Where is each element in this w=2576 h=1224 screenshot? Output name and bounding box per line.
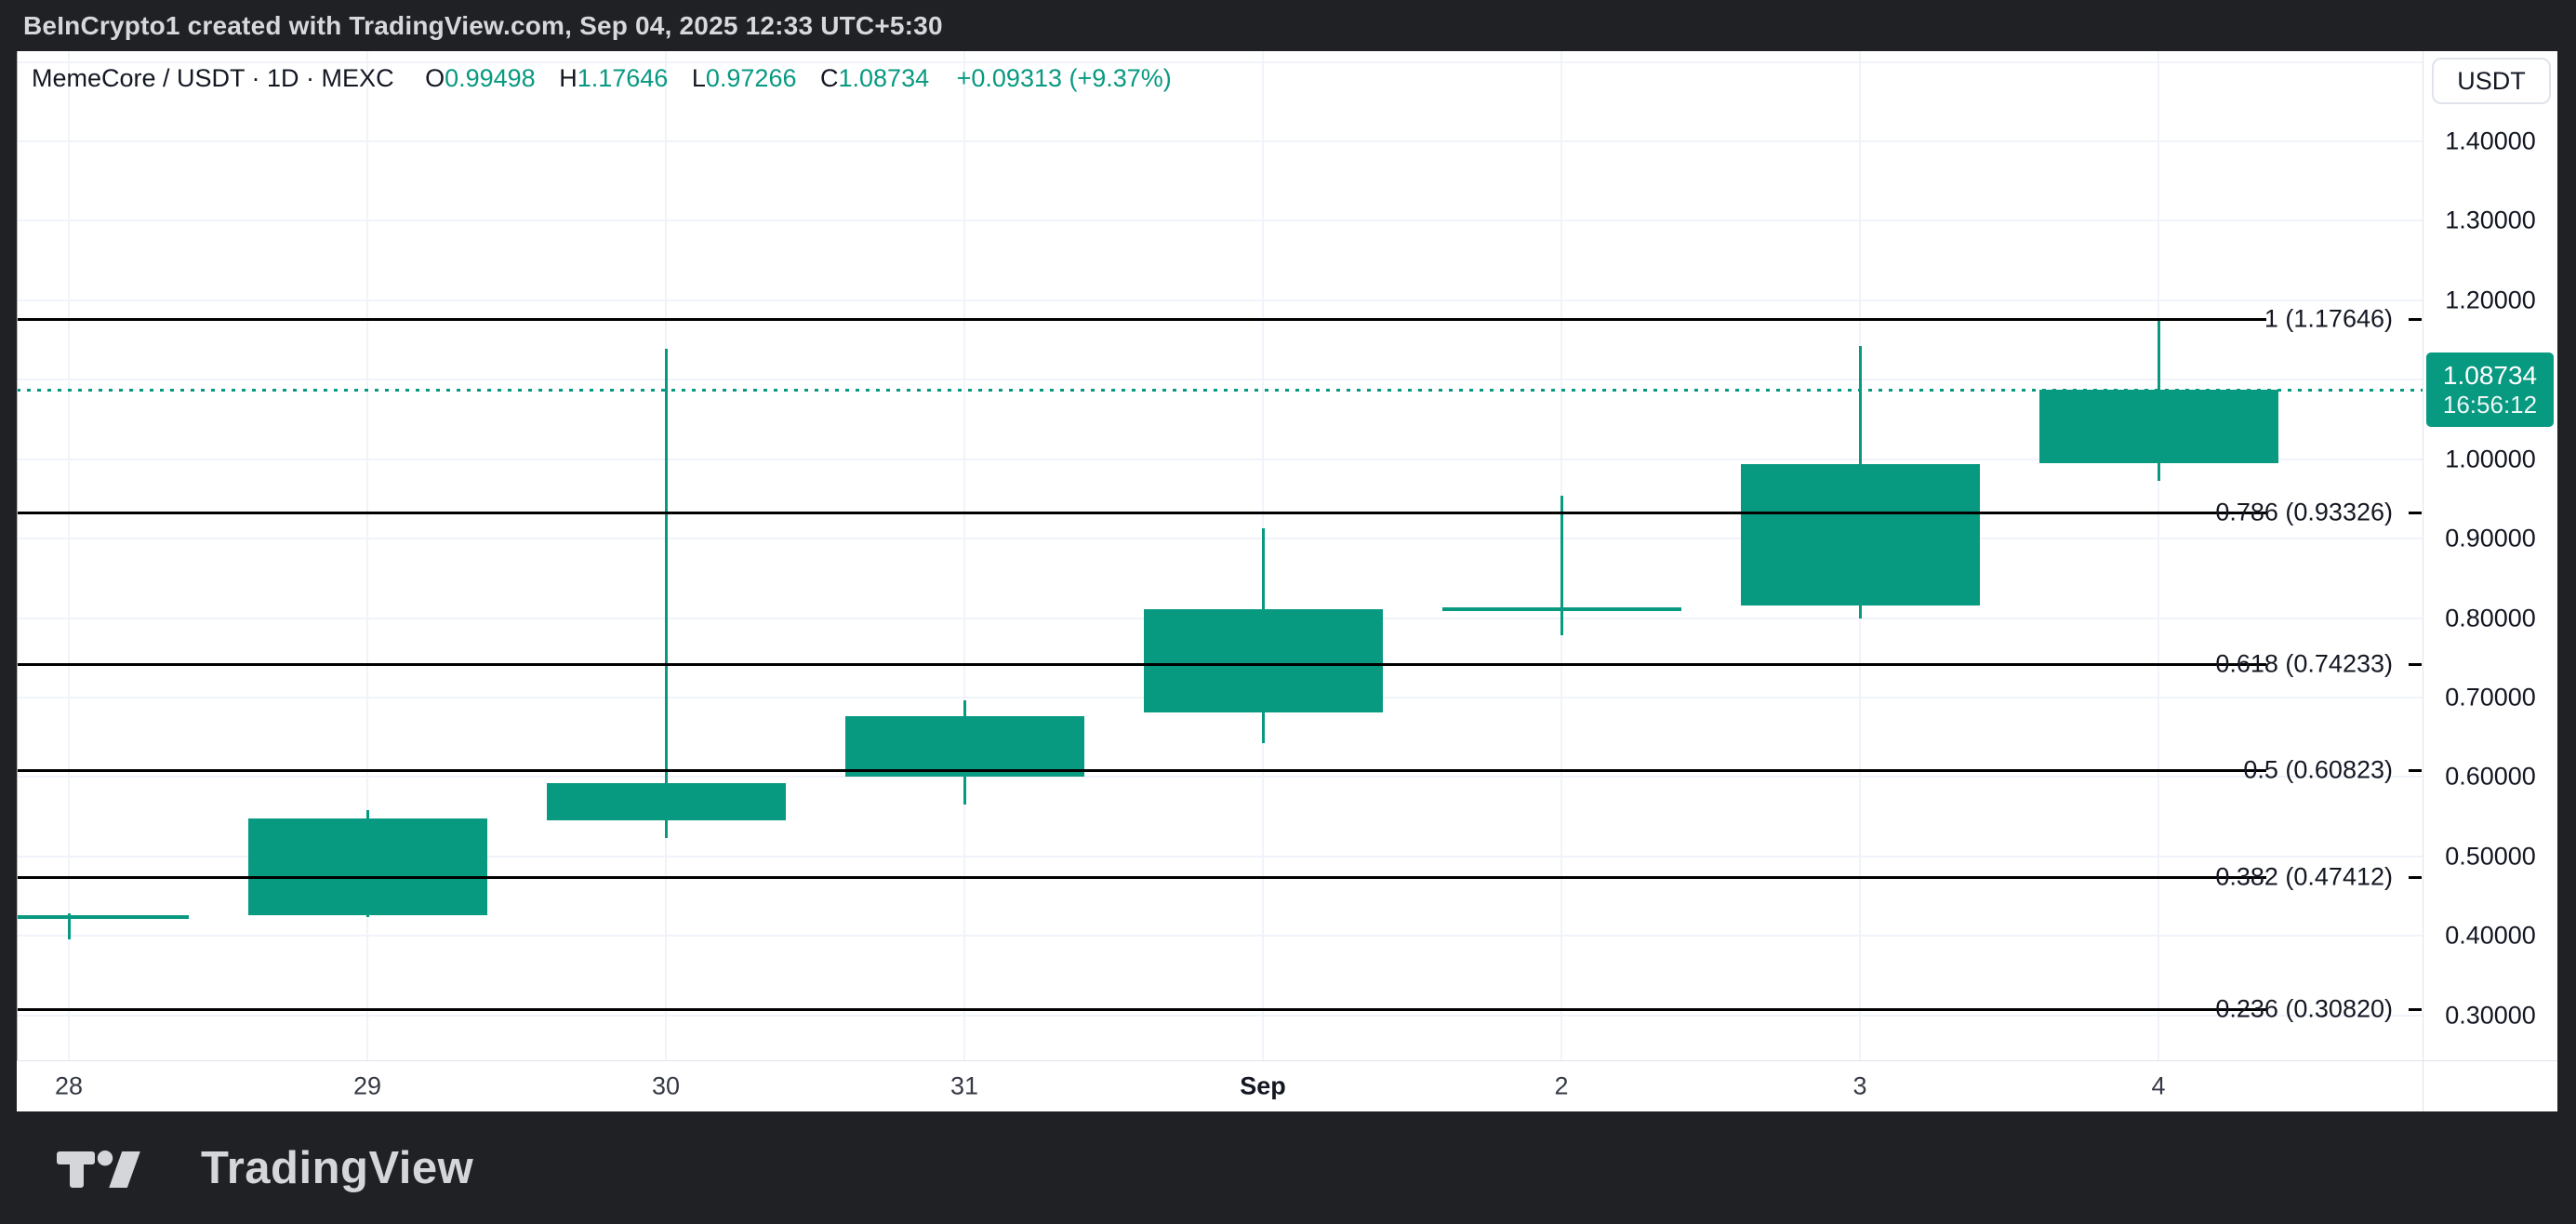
candle-body — [2038, 390, 2278, 464]
chart-card: MemeCore / USDT · 1D · MEXC O0.99498 H1.… — [17, 51, 2557, 1111]
horizontal-gridline — [17, 220, 2423, 222]
price-axis-label: 1.40000 — [2445, 126, 2536, 155]
fib-level-label[interactable]: 0.382 (0.47412) — [2215, 862, 2393, 891]
fib-level-tick — [2409, 1007, 2422, 1011]
fib-level-line[interactable] — [17, 1007, 2266, 1011]
horizontal-gridline — [17, 458, 2423, 460]
time-axis-divider — [17, 1060, 2557, 1061]
price-axis-label: 0.30000 — [2445, 1001, 2536, 1030]
last-price-value: 1.08734 — [2442, 361, 2538, 391]
horizontal-gridline — [17, 379, 2423, 381]
horizontal-gridline — [17, 935, 2423, 938]
horizontal-gridline — [17, 299, 2423, 301]
fib-level-label[interactable]: 0.5 (0.60823) — [2243, 755, 2393, 784]
fib-level-line[interactable] — [17, 511, 2266, 514]
fib-level-tick — [2409, 317, 2422, 321]
price-axis-label: 1.00000 — [2445, 445, 2536, 473]
fib-level-label[interactable]: 0.618 (0.74233) — [2215, 649, 2393, 678]
change-percent: +0.09313 (+9.37%) — [956, 64, 1172, 92]
price-axis-label: 0.50000 — [2445, 842, 2536, 871]
ohlc-low: L0.97266 — [691, 64, 797, 92]
candle-wick — [68, 912, 71, 939]
candle-body — [1143, 609, 1383, 713]
price-axis[interactable]: 0.30000 0.40000 0.50000 0.60000 0.70000 0.800… — [2423, 51, 2557, 1060]
fib-level-line[interactable] — [17, 769, 2266, 773]
price-pane[interactable]: MemeCore / USDT · 1D · MEXC O0.99498 H1.… — [17, 51, 2423, 1060]
candle-body — [1441, 606, 1681, 611]
currency-toggle-button[interactable]: USDT — [2432, 58, 2551, 104]
time-axis-label: 3 — [1852, 1071, 1867, 1100]
last-price-line — [17, 389, 2423, 392]
time-axis-label: Sep — [1240, 1071, 1286, 1100]
vertical-gridline — [2158, 51, 2159, 1060]
last-price-badge: 1.08734 16:56:12 — [2426, 353, 2554, 428]
fib-level-line[interactable] — [17, 662, 2266, 666]
candle-body — [844, 715, 1084, 778]
tradingview-wordmark[interactable]: TradingView — [201, 1142, 474, 1193]
price-axis-label: 1.30000 — [2445, 206, 2536, 234]
fib-level-label[interactable]: 1 (1.17646) — [2264, 304, 2393, 333]
fib-level-tick — [2409, 876, 2422, 880]
ohlc-high: H1.17646 — [559, 64, 669, 92]
candle-wick — [1560, 496, 1563, 636]
attribution-text: BeInCrypto1 created with TradingView.com… — [23, 10, 943, 40]
candle-body — [546, 783, 786, 820]
price-axis-label: 0.60000 — [2445, 762, 2536, 791]
price-axis-label: 0.40000 — [2445, 921, 2536, 950]
price-axis-label: 0.80000 — [2445, 604, 2536, 632]
fib-level-tick — [2409, 511, 2422, 514]
price-axis-label: 0.70000 — [2445, 683, 2536, 712]
pane-left-border — [17, 51, 18, 1060]
vertical-gridline — [366, 51, 368, 1060]
ohlc-close: C1.08734 — [820, 64, 930, 92]
fib-level-line[interactable] — [17, 317, 2266, 321]
vertical-gridline — [963, 51, 965, 1060]
horizontal-gridline — [17, 140, 2423, 142]
candle-body — [1740, 463, 1980, 605]
fib-level-label[interactable]: 0.786 (0.93326) — [2215, 498, 2393, 526]
tradingview-logo-icon[interactable] — [56, 1141, 167, 1195]
horizontal-gridline — [17, 776, 2423, 778]
time-axis-label: 31 — [949, 1071, 979, 1100]
ohlc-open: O0.99498 — [425, 64, 536, 92]
horizontal-gridline — [17, 60, 2423, 63]
fib-level-line[interactable] — [17, 876, 2266, 880]
vertical-gridline — [68, 51, 70, 1060]
fib-level-tick — [2409, 662, 2422, 666]
attribution-bar: BeInCrypto1 created with TradingView.com… — [0, 0, 2576, 51]
footer-bar: TradingView — [0, 1111, 2576, 1224]
time-axis-label: 29 — [352, 1071, 382, 1100]
horizontal-gridline — [17, 855, 2423, 858]
bar-countdown: 16:56:12 — [2442, 391, 2538, 419]
price-axis-label: 0.90000 — [2445, 524, 2536, 552]
candle-wick — [665, 348, 668, 839]
candle-body — [247, 818, 487, 916]
time-axis-label: 30 — [651, 1071, 681, 1100]
horizontal-gridline — [17, 1014, 2423, 1017]
time-axis[interactable]: 28 29 30 31 Sep 2 3 4 — [17, 1061, 2423, 1111]
time-axis-label: 2 — [1554, 1071, 1569, 1100]
time-axis-label: 28 — [54, 1071, 84, 1100]
candle-body — [17, 915, 189, 920]
price-axis-label: 1.20000 — [2445, 286, 2536, 314]
legend: MemeCore / USDT · 1D · MEXC O0.99498 H1.… — [32, 64, 1172, 93]
fib-level-label[interactable]: 0.236 (0.30820) — [2215, 994, 2393, 1023]
fib-level-tick — [2409, 769, 2422, 773]
symbol-title[interactable]: MemeCore / USDT · 1D · MEXC — [32, 64, 394, 92]
horizontal-gridline — [17, 538, 2423, 540]
time-axis-label: 4 — [2151, 1071, 2166, 1100]
